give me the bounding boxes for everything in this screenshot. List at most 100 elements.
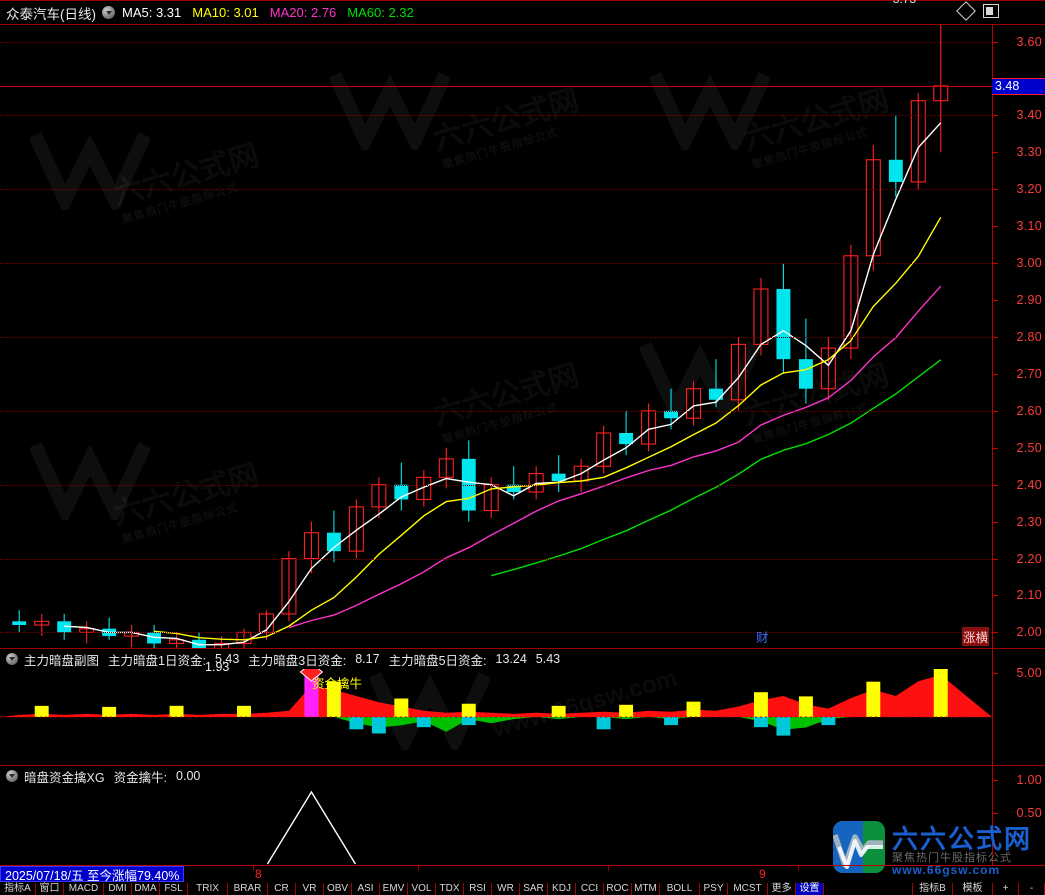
- price-tick: 2.00: [1016, 625, 1042, 640]
- xg-spike-chart: [266, 790, 357, 865]
- toolbar-item-CR[interactable]: CR: [268, 883, 296, 895]
- price-gridline: [0, 337, 992, 338]
- price-tick: 2.30: [1016, 514, 1042, 529]
- indicator-header: 主力暗盘副图 主力暗盘1日资金: 5.43 主力暗盘3日资金: 8.17 主力暗…: [0, 649, 569, 669]
- toolbar-item-BRAR[interactable]: BRAR: [228, 883, 268, 895]
- indicator-plot-area[interactable]: [0, 669, 992, 765]
- current-price-line: [0, 85, 992, 87]
- xg-tick-mark: [993, 813, 998, 814]
- price-tick: 2.60: [1016, 403, 1042, 418]
- toolbar-item-指标A[interactable]: 指标A: [0, 883, 36, 895]
- toolbar-item-VOL[interactable]: VOL: [408, 883, 436, 895]
- indicator-tick-mark: [993, 673, 998, 674]
- toolbar-item-SAR[interactable]: SAR: [520, 883, 548, 895]
- xg-header: 暗盘资金擒XG 资金擒牛: 0.00: [0, 766, 209, 786]
- toolbar-item-+[interactable]: +: [993, 883, 1019, 895]
- chevron-down-icon[interactable]: [6, 770, 18, 782]
- indicator-histogram: [0, 669, 992, 736]
- toolbar-item-ASI[interactable]: ASI: [352, 883, 380, 895]
- price-gridline: [0, 263, 992, 265]
- ma60-readout: MA60: 2.32: [347, 5, 414, 20]
- xg-title: 暗盘资金擒XG: [24, 770, 105, 785]
- price-tick-mark: [993, 373, 998, 375]
- time-axis: 8 9: [0, 865, 1045, 882]
- price-tick: 2.80: [1016, 330, 1042, 344]
- price-chart-panel[interactable]: 3.60 3.40 3.30 3.20 3.10 3.00 2.90 2.80 2.70 2.60…: [0, 0, 1045, 674]
- xg-tick: 1.00: [1016, 773, 1042, 787]
- price-tick: 2.70: [1016, 366, 1042, 381]
- price-tick-mark: [993, 300, 998, 302]
- price-gridline: [0, 410, 992, 412]
- indicator-toolbar[interactable]: 指标A 窗口 MACD DMI DMA FSL TRIX BRAR CR VR OBV ASI EMV V…: [0, 883, 1045, 895]
- toolbar-item-KDJ[interactable]: KDJ: [548, 883, 576, 895]
- price-tick-mark: [993, 41, 998, 43]
- toolbar-item-MACD[interactable]: MACD: [64, 883, 104, 895]
- price-tick-mark: [993, 115, 998, 117]
- price-tick-mark: [993, 595, 998, 597]
- toolbar-item-RSI[interactable]: RSI: [464, 883, 492, 895]
- price-tick: 2.90: [1016, 293, 1042, 308]
- toolbar-item-MCST[interactable]: MCST: [728, 883, 768, 895]
- toolbar-item-设置[interactable]: 设置: [796, 883, 824, 895]
- xg-axis: 1.00 0.50: [992, 766, 1045, 865]
- xg-indicator-panel[interactable]: 暗盘资金擒XG 资金擒牛: 0.00 1.00 0.50: [0, 765, 1045, 865]
- toolbar-item-窗口[interactable]: 窗口: [36, 883, 64, 895]
- axis-separator: [608, 866, 609, 871]
- xg-plot-area[interactable]: [0, 786, 992, 865]
- toolbar-item-ROC[interactable]: ROC: [604, 883, 632, 895]
- price-tick: 2.10: [1016, 588, 1042, 603]
- chevron-down-icon[interactable]: [6, 653, 18, 665]
- indicator-field-label-2: 主力暗盘3日资金:: [248, 653, 347, 668]
- price-tick: 3.40: [1016, 108, 1042, 123]
- diamond-icon[interactable]: [956, 1, 976, 21]
- xg-field-value: 0.00: [176, 769, 201, 783]
- price-tick: 3.60: [1016, 34, 1042, 49]
- signal-label: 资金擒牛: [312, 677, 363, 691]
- price-tick-mark: [993, 632, 998, 634]
- price-tick-mark: [993, 152, 998, 154]
- indicator-field-label-1: 主力暗盘1日资金:: [108, 653, 206, 668]
- price-tick-mark: [993, 484, 998, 486]
- price-plot-area[interactable]: [0, 25, 992, 648]
- toolbar-item-BOLL[interactable]: BOLL: [660, 883, 700, 895]
- toolbar-item-OBV[interactable]: OBV: [324, 883, 352, 895]
- price-tick: 2.40: [1016, 477, 1042, 492]
- price-tick-mark: [993, 521, 998, 523]
- toolbar-item--[interactable]: -: [1019, 883, 1045, 895]
- price-tick-mark: [993, 447, 998, 449]
- toolbar-item-WR[interactable]: WR: [492, 883, 520, 895]
- chart-header: 众泰汽车(日线) MA5: 3.31 MA10: 3.01 MA20: 2.76…: [0, 0, 1045, 24]
- header-icon-group: [956, 1, 999, 21]
- toolbar-item-DMI[interactable]: DMI: [104, 883, 132, 895]
- indicator-tick: 5.00: [1016, 666, 1042, 680]
- main-indicator-panel[interactable]: 主力暗盘副图 主力暗盘1日资金: 5.43 主力暗盘3日资金: 8.17 主力暗…: [0, 648, 1045, 765]
- price-tick: 3.20: [1016, 182, 1042, 197]
- toolbar-item-CCI[interactable]: CCI: [576, 883, 604, 895]
- toolbar-item-MTM[interactable]: MTM: [632, 883, 660, 895]
- window-icon[interactable]: [983, 4, 999, 18]
- toolbar-item-TDX[interactable]: TDX: [436, 883, 464, 895]
- toolbar-item-DMA[interactable]: DMA: [132, 883, 160, 895]
- toolbar-item-模板[interactable]: 模板: [953, 883, 993, 895]
- price-gridline: [0, 41, 992, 43]
- price-tick-mark: [993, 226, 998, 228]
- price-gridline: [0, 189, 992, 191]
- toolbar-item-EMV[interactable]: EMV: [380, 883, 408, 895]
- xg-tick: 0.50: [1016, 806, 1042, 820]
- toolbar-item-更多[interactable]: 更多: [768, 883, 796, 895]
- status-date-badge: 2025/07/18/五 至今涨幅79.40%: [0, 866, 185, 883]
- toolbar-item-TRIX[interactable]: TRIX: [188, 883, 228, 895]
- chevron-down-icon[interactable]: [102, 6, 115, 19]
- price-tick-mark: [993, 189, 998, 191]
- price-axis: 3.60 3.40 3.30 3.20 3.10 3.00 2.90 2.80 2.70 2.60…: [992, 25, 1045, 648]
- toolbar-item-指标B[interactable]: 指标B: [913, 883, 953, 895]
- price-gridline: [0, 558, 992, 560]
- indicator-axis: 5.00: [992, 649, 1045, 765]
- toolbar-item-FSL[interactable]: FSL: [160, 883, 188, 895]
- toolbar-item-PSY[interactable]: PSY: [700, 883, 728, 895]
- toolbar-item-VR[interactable]: VR: [296, 883, 324, 895]
- candlestick-chart: [12, 25, 949, 648]
- price-tick-mark: [993, 410, 998, 412]
- xg-tick-mark: [993, 780, 998, 781]
